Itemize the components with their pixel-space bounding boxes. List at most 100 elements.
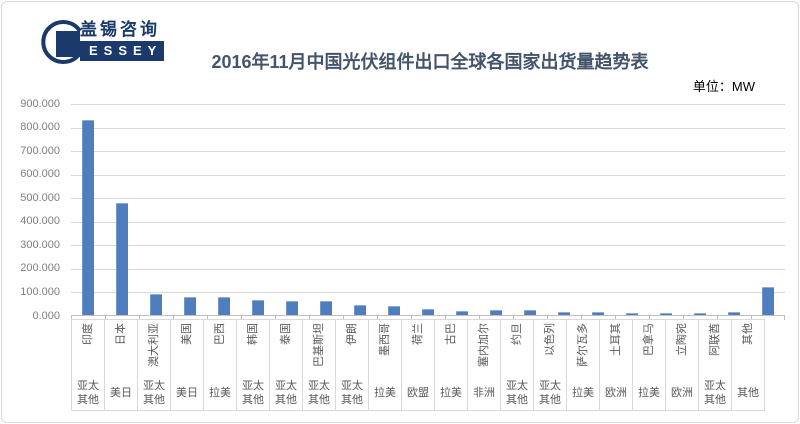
country-label: 美国	[171, 320, 203, 377]
bar-土耳其	[626, 313, 638, 316]
region-label: 其他	[737, 386, 759, 399]
bar-澳大利亚	[150, 294, 162, 316]
axis-tick	[581, 316, 582, 320]
axis-tick	[275, 316, 276, 320]
country-label: 立陶宛	[666, 320, 698, 377]
country-label-text: 土耳其	[610, 323, 622, 356]
region-label: 欧洲	[605, 386, 627, 399]
bar-萨尔瓦多	[592, 312, 604, 316]
country-label: 泰国	[270, 320, 302, 377]
axis-tick	[683, 316, 684, 320]
bar-slot	[717, 104, 751, 316]
bar-阿联酋	[728, 312, 740, 316]
bar-slot	[615, 104, 649, 316]
gridline	[71, 198, 785, 200]
plot-area	[71, 104, 785, 320]
bar-slot	[173, 104, 207, 316]
country-label: 伊朗	[336, 320, 368, 377]
bar-slot	[751, 104, 785, 316]
country-label: 巴拿马	[633, 320, 665, 377]
country-label-text: 印度	[82, 323, 94, 345]
gridline	[71, 104, 785, 105]
country-label-text: 巴西	[214, 323, 226, 345]
bar-巴拿马	[660, 313, 672, 316]
bar-塞内加尔	[490, 310, 502, 316]
y-tick-label: 600.000	[20, 168, 60, 181]
country-label: 巴西	[204, 320, 236, 377]
country-label-text: 以色列	[544, 323, 556, 356]
gridline	[71, 174, 785, 176]
axis-tick	[173, 316, 174, 320]
gessey-g-icon	[41, 20, 82, 64]
region-label: 拉美	[209, 386, 231, 399]
region-label: 非洲	[473, 386, 495, 399]
axis-tick	[377, 316, 378, 320]
country-label: 墨西哥	[369, 320, 401, 377]
country-label-text: 美国	[181, 323, 193, 345]
y-tick-label: 100.000	[20, 285, 60, 298]
bar-荷兰	[422, 309, 434, 316]
axis-tick	[309, 316, 310, 320]
region-label: 拉美	[572, 386, 594, 399]
gridline	[71, 245, 785, 247]
country-label-text: 伊朗	[346, 323, 358, 345]
region-label: 美日	[176, 386, 198, 399]
y-tick-label: 400.000	[20, 215, 60, 228]
category-cell: 澳大利亚 亚太其他	[137, 319, 171, 411]
region-label: 拉美	[374, 386, 396, 399]
country-label: 韩国	[237, 320, 269, 377]
country-label-text: 泰国	[280, 323, 292, 345]
category-cell: 古巴 拉美	[434, 319, 468, 411]
bar-slot	[513, 104, 547, 316]
country-label: 土耳其	[600, 320, 632, 377]
region-label: 亚太其他	[704, 379, 726, 406]
axis-tick	[784, 316, 785, 320]
axis-tick	[343, 316, 344, 320]
category-cell: 其他 其他	[731, 319, 765, 411]
country-label: 约旦	[501, 320, 533, 377]
category-cell: 塞内加尔 非洲	[467, 319, 501, 411]
bar-slot	[309, 104, 343, 316]
axis-tick	[751, 316, 752, 320]
bar-印度	[82, 120, 94, 316]
country-label-text: 澳大利亚	[148, 323, 160, 367]
country-label-text: 塞内加尔	[478, 323, 490, 367]
y-tick-label: 300.000	[20, 238, 60, 251]
category-cell: 泰国 亚太其他	[269, 319, 303, 411]
region-label: 亚太其他	[308, 379, 330, 406]
region-label: 欧洲	[671, 386, 693, 399]
country-label: 萨尔瓦多	[567, 320, 599, 377]
y-axis: 900.000 800.000 700.000 600.000 500.000 400.0…	[8, 98, 60, 322]
bar-美国	[184, 297, 196, 316]
region-label: 亚太其他	[539, 379, 561, 406]
y-tick-label: 0.000	[32, 309, 60, 322]
axis-tick	[649, 316, 650, 320]
gridline	[71, 268, 785, 270]
country-label: 澳大利亚	[138, 320, 170, 377]
country-label-text: 萨尔瓦多	[577, 323, 589, 367]
country-label-text: 古巴	[445, 323, 457, 345]
category-cell: 立陶宛 欧洲	[665, 319, 699, 411]
bar-slot	[649, 104, 683, 316]
axis-tick	[139, 316, 140, 320]
category-cell: 韩国 亚太其他	[236, 319, 270, 411]
bar-slot	[139, 104, 173, 316]
axis-tick	[615, 316, 616, 320]
region-label: 亚太其他	[275, 379, 297, 406]
category-cell: 日本 美日	[104, 319, 138, 411]
bar-泰国	[286, 301, 298, 316]
country-label: 巴基斯坦	[303, 320, 335, 377]
region-label: 亚太其他	[242, 379, 264, 406]
bar-古巴	[456, 311, 468, 316]
gridline	[71, 151, 785, 153]
region-label: 美日	[110, 386, 132, 399]
bar-slot	[207, 104, 241, 316]
gridline	[71, 127, 785, 129]
country-label: 塞内加尔	[468, 320, 500, 377]
country-label: 以色列	[534, 320, 566, 377]
country-label-text: 巴拿马	[643, 323, 655, 356]
bar-日本	[116, 203, 128, 316]
bar-slot	[547, 104, 581, 316]
region-label: 欧盟	[407, 386, 429, 399]
